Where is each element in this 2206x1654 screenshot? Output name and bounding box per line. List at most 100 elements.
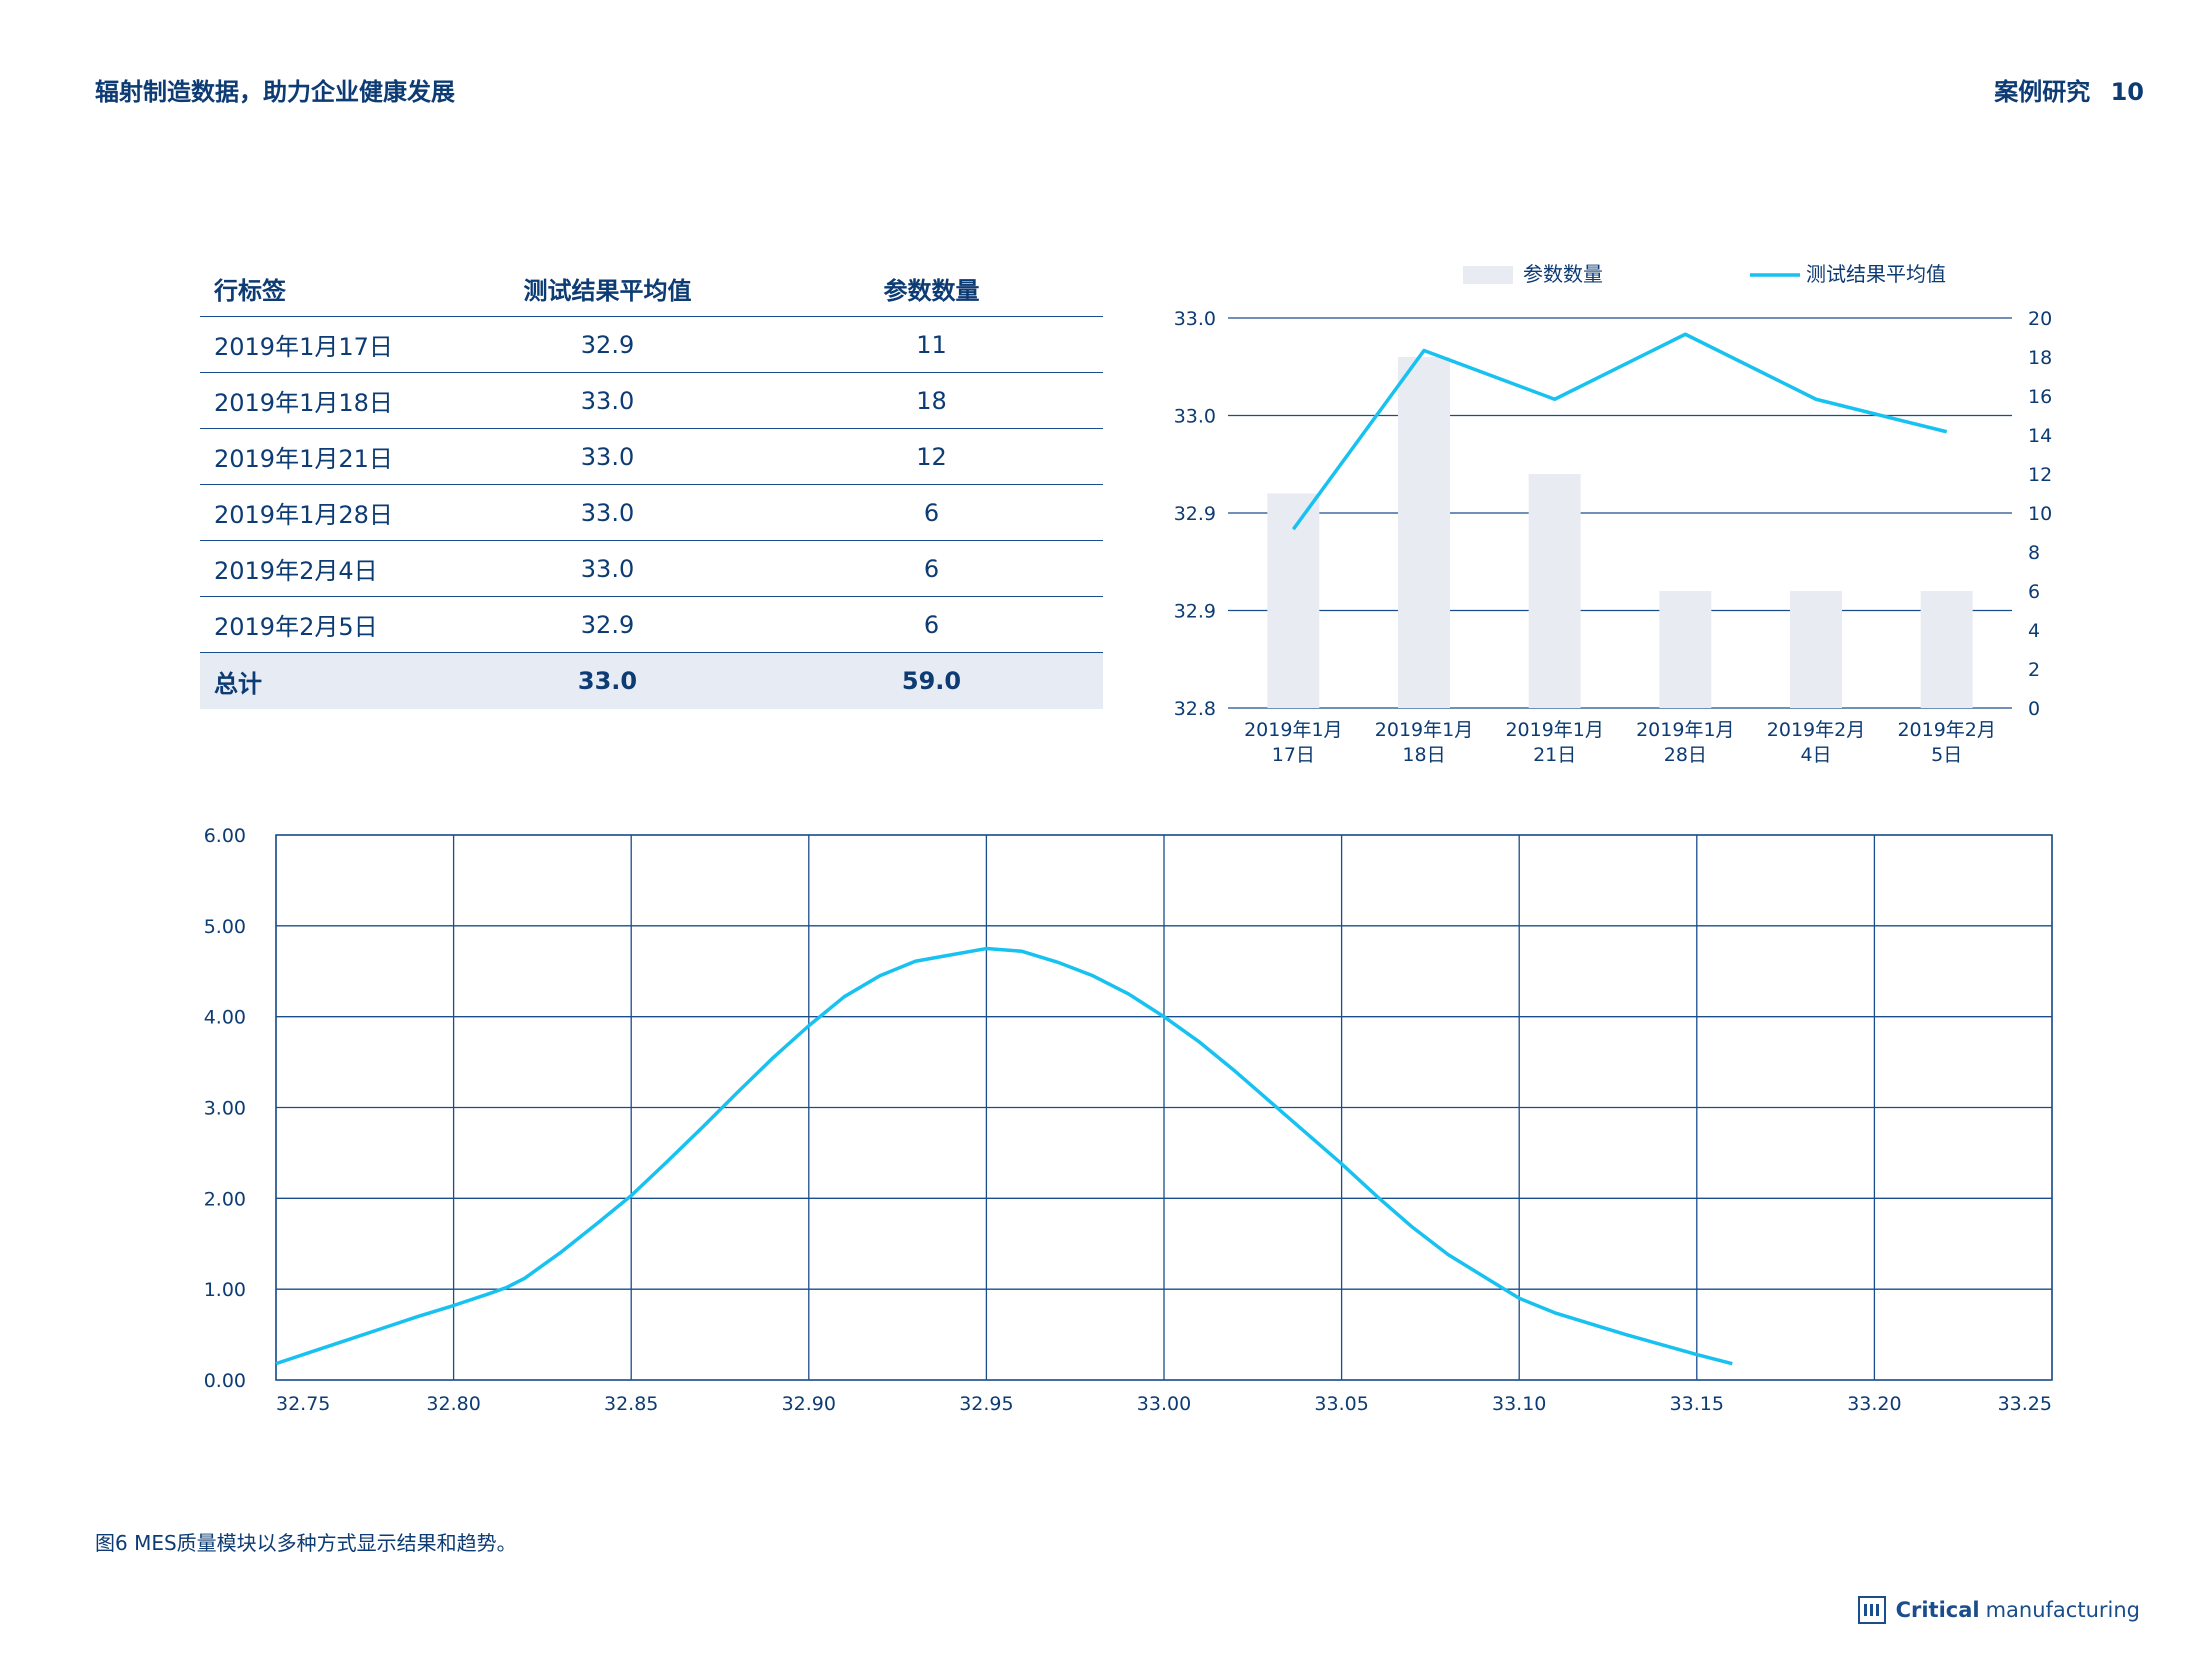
table-row: 2019年2月5日 32.9 6 [200,596,1103,653]
y-tick-label: 6.00 [204,825,246,847]
x-tick-label: 2019年2月 [1767,719,1865,741]
legend-swatch-bar [1463,266,1513,284]
x-tick-label: 32.90 [782,1393,836,1415]
x-tick-label: 33.25 [1998,1393,2052,1415]
x-tick-label: 2019年1月 [1636,719,1734,741]
x-tick-label: 28日 [1664,744,1707,766]
y-right-tick-label: 12 [2028,464,2052,486]
row-count: 6 [760,540,1103,597]
table-row: 2019年1月18日 33.0 18 [200,372,1103,429]
y-right-tick-label: 18 [2028,347,2052,369]
y-right-tick-label: 0 [2028,698,2040,720]
y-left-tick-label: 33.0 [1174,406,1216,428]
y-right-tick-label: 2 [2028,659,2040,681]
header-avg: 测试结果平均值 [455,260,760,317]
legend-label: 测试结果平均值 [1806,262,1946,286]
x-tick-label: 33.20 [1847,1393,1901,1415]
row-label: 2019年2月4日 [200,540,455,597]
y-right-tick-label: 20 [2028,308,2052,330]
logo-mark-icon [1857,1596,1886,1624]
row-avg: 33.0 [455,428,760,485]
header-row-label: 行标签 [200,260,455,317]
total-avg: 33.0 [455,652,760,709]
row-avg: 33.0 [455,540,760,597]
x-tick-label: 33.00 [1137,1393,1191,1415]
brand-logo: Critical manufacturing [1857,1596,2140,1624]
page-header-section: 案例研究 10 [1982,72,2144,107]
y-tick-label: 5.00 [204,916,246,938]
plot-border [275,834,2053,1381]
row-label: 2019年1月21日 [200,428,455,485]
row-count: 18 [760,372,1103,429]
row-avg: 32.9 [455,596,760,653]
y-tick-label: 0.00 [204,1370,246,1392]
y-left-tick-label: 32.8 [1174,698,1216,720]
x-tick-label: 33.15 [1670,1393,1724,1415]
x-tick-label: 18日 [1402,744,1445,766]
y-right-tick-label: 14 [2028,425,2052,447]
x-tick-label: 2019年1月 [1375,719,1473,741]
y-right-tick-label: 10 [2028,503,2052,525]
bar [1920,591,1973,708]
x-tick-label: 2019年1月 [1244,719,1342,741]
bar [1790,591,1842,708]
bar [1528,474,1581,708]
y-tick-label: 2.00 [204,1188,246,1210]
row-label: 2019年1月28日 [200,484,455,541]
page-number: 10 [2110,78,2144,106]
y-right-tick-label: 6 [2028,581,2040,603]
page-header-title: 辐射制造数据，助力企业健康发展 [95,78,455,106]
logo-text-regular: manufacturing [1985,1598,2140,1622]
total-label: 总计 [200,652,455,709]
series-line [1291,332,1948,531]
row-avg: 32.9 [455,316,760,373]
row-label: 2019年2月5日 [200,596,455,653]
y-tick-label: 4.00 [204,1007,246,1029]
x-tick-label: 2019年1月 [1505,719,1603,741]
x-tick-label: 4日 [1800,744,1831,766]
x-tick-label: 32.80 [426,1393,480,1415]
x-tick-label: 32.95 [959,1393,1013,1415]
header-count: 参数数量 [760,260,1103,317]
row-count: 12 [760,428,1103,485]
y-right-tick-label: 4 [2028,620,2040,642]
table-row: 2019年2月4日 33.0 6 [200,540,1103,597]
x-tick-label: 33.10 [1492,1393,1546,1415]
row-avg: 33.0 [455,372,760,429]
bar [1659,591,1712,708]
table-header-row: 行标签 测试结果平均值 参数数量 [200,260,1103,317]
y-tick-label: 3.00 [204,1098,246,1120]
x-tick-label: 32.75 [276,1393,330,1415]
x-tick-label: 17日 [1272,744,1315,766]
distribution-line [275,946,1733,1366]
figure-caption: 图6 MES质量模块以多种方式显示结果和趋势。 [95,1531,517,1555]
y-right-tick-label: 8 [2028,542,2040,564]
row-label: 2019年1月18日 [200,372,455,429]
x-tick-label: 33.05 [1314,1393,1368,1415]
table-row: 2019年1月17日 32.9 11 [200,316,1103,373]
table-row: 2019年1月21日 33.0 12 [200,428,1103,485]
bar [1267,493,1320,708]
row-label: 2019年1月17日 [200,316,455,373]
bar [1398,357,1450,708]
table-row: 2019年1月28日 33.0 6 [200,484,1103,541]
y-tick-label: 1.00 [204,1279,246,1301]
row-count: 11 [760,316,1103,373]
row-count: 6 [760,596,1103,653]
table-total-row: 总计 33.0 59.0 [200,652,1103,709]
x-tick-label: 32.85 [604,1393,658,1415]
y-left-tick-label: 32.9 [1174,503,1216,525]
logo-text-bold: Critical [1895,1598,1980,1622]
x-tick-label: 5日 [1931,744,1962,766]
y-left-tick-label: 33.0 [1174,308,1216,330]
section-label: 案例研究 [1994,78,2091,106]
y-right-tick-label: 16 [2028,386,2052,408]
logo-text: Critical manufacturing [1896,1598,2140,1622]
total-count: 59.0 [760,652,1103,709]
x-tick-label: 2019年2月 [1897,719,1995,741]
y-left-tick-label: 32.9 [1174,601,1216,623]
x-tick-label: 21日 [1533,744,1576,766]
pivot-table: 行标签 测试结果平均值 参数数量 2019年1月17日 32.9 11 2019… [200,260,1103,709]
legend-label: 参数数量 [1523,262,1603,286]
